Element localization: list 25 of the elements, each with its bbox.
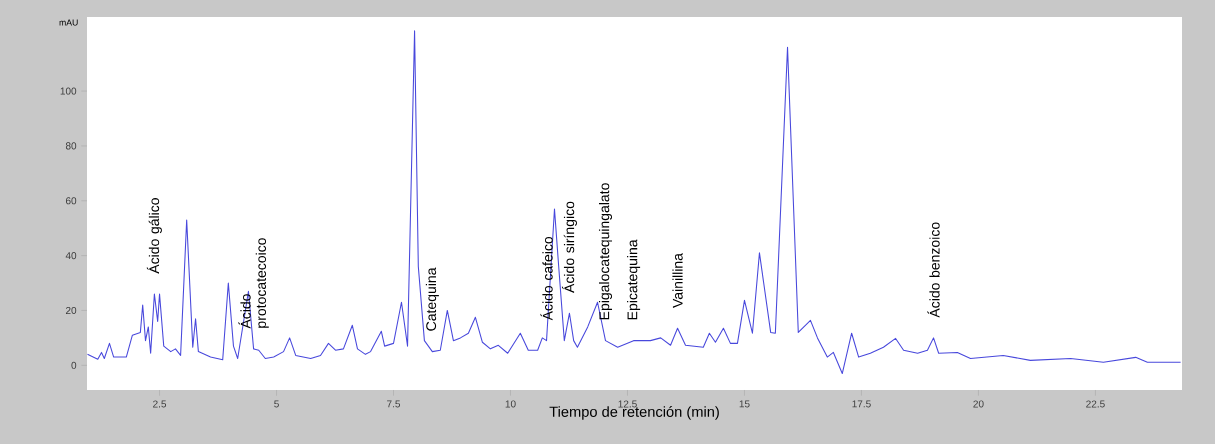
x-tick-label: 22.5 [1086, 400, 1105, 408]
annotation: Ácido siríngico [561, 201, 577, 293]
y-tick-label: 20 [65, 306, 77, 315]
y-tick-label: 60 [65, 197, 77, 205]
x-tick-label: 5 [274, 400, 279, 408]
x-tick-label: 7.5 [387, 400, 401, 408]
y-axis-title: mAU [59, 19, 78, 26]
x-tick-label: 10 [505, 400, 516, 408]
x-tick-label: 2.5 [153, 400, 167, 408]
annotation: Ácido cafeico [540, 236, 553, 321]
annotation: Epicatequina [627, 239, 641, 320]
x-tick-label: 20 [973, 400, 984, 408]
annotation: Catequina [425, 267, 439, 331]
annotation: Vainillina [672, 253, 683, 308]
y-tick-label: 80 [65, 142, 77, 150]
x-tick-label: 17.5 [852, 400, 871, 408]
y-tick-label: 100 [60, 87, 77, 95]
y-tick-label: 40 [65, 252, 77, 260]
x-tick-label: 15 [739, 400, 750, 408]
annotation: Ácido protocatecoico [238, 238, 269, 329]
annotation: Ácido benzoico [927, 222, 940, 318]
line-series [86, 30, 1182, 375]
annotation: Ácido gálico [146, 198, 162, 274]
annotation: Epigalocatequingalato [598, 183, 613, 320]
y-tick-label: 0 [71, 361, 77, 369]
